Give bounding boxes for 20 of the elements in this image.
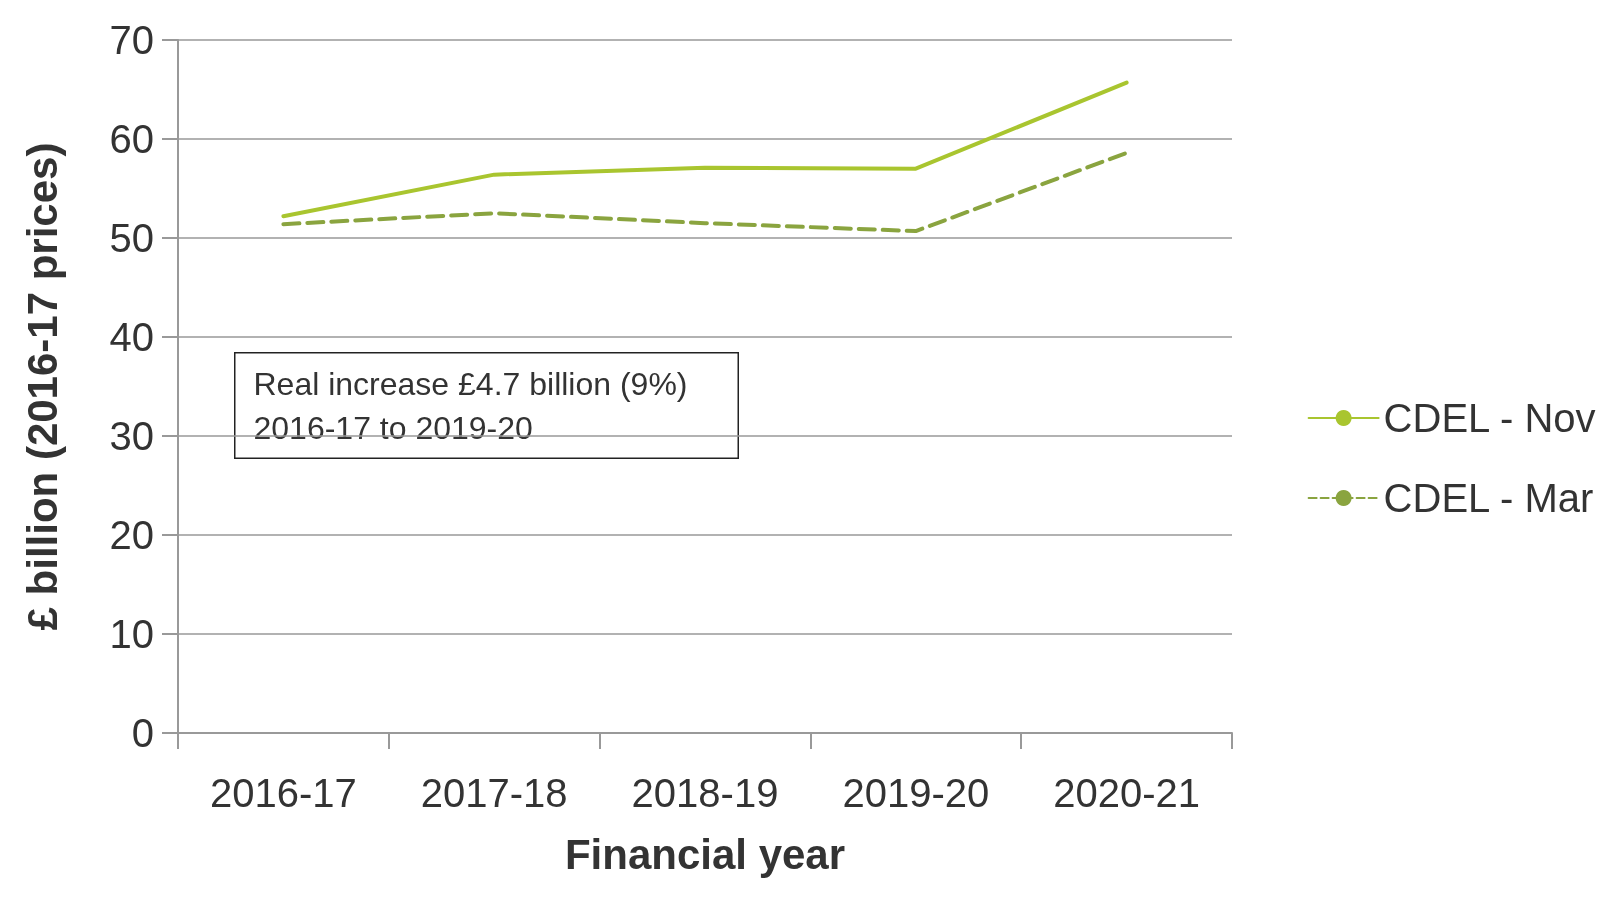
y-tick-label: 10 [109,612,154,656]
x-tick-label: 2019-20 [842,771,990,815]
annotation: Real increase £4.7 billion (9%) 2016-17 to 2019-20 [253,365,688,446]
x-tick-label: 2016-17 [210,771,357,815]
y-tick-label: 20 [109,513,154,557]
y-tick-label: 70 [109,18,154,62]
x-tick-label: 2018-19 [631,771,779,815]
y-tick-label: 30 [109,414,154,458]
x-tick-label: 2020-21 [1053,771,1200,815]
y-tick-label: 0 [131,711,154,755]
legend-label: CDEL - Mar [1383,476,1594,520]
line-series [281,80,1129,219]
x-tick-label: 2017-18 [420,771,568,815]
y-tick-label: 40 [109,315,154,359]
y-axis-title: £ billion (2016-17 prices) [18,142,66,631]
line-series [281,150,1129,234]
legend-label: CDEL - Nov [1383,396,1596,440]
y-tick-label: 60 [109,117,154,161]
x-axis-title: Financial year [564,830,846,878]
y-tick-label: 50 [109,216,154,260]
